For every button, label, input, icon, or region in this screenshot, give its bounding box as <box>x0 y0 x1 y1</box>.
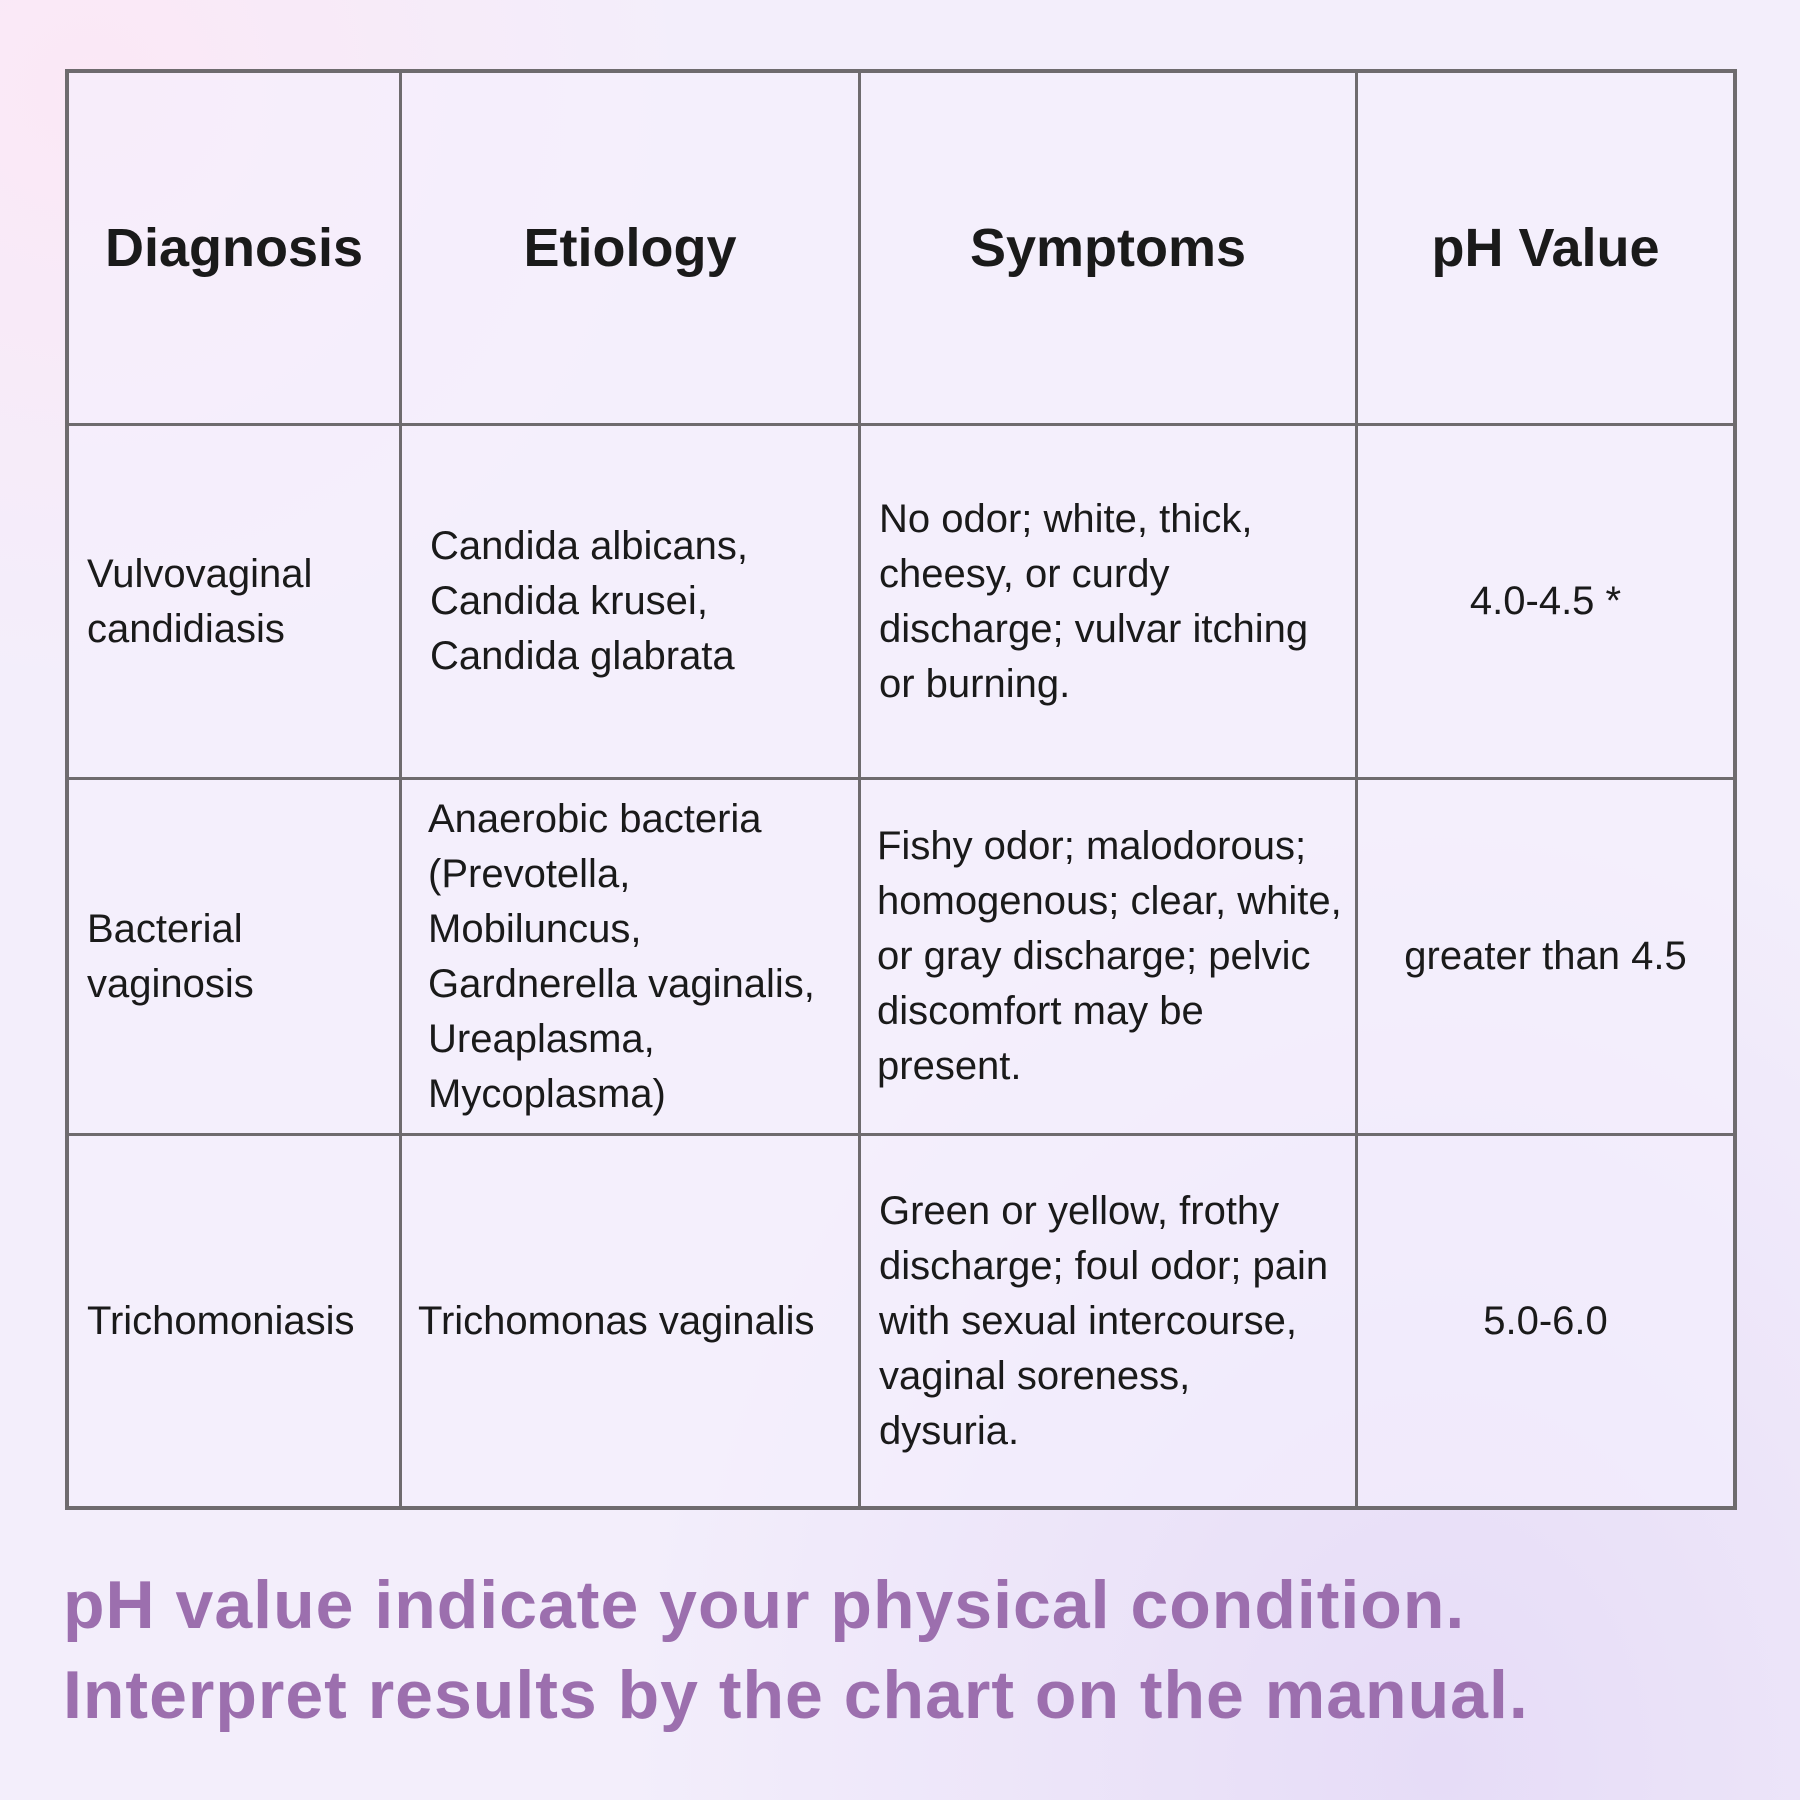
row3-ph: 5.0-6.0 <box>1483 1298 1608 1343</box>
row1-diagnosis: Vulvovaginal candidiasis <box>69 426 402 780</box>
row3-diagnosis: Trichomoniasis <box>69 1136 402 1506</box>
row2-ph: greater than 4.5 <box>1358 780 1733 1136</box>
row3-symptoms: Green or yellow, frothy discharge; foul … <box>861 1136 1358 1506</box>
row2-diagnosis: Bacterial vaginosis <box>69 780 402 1136</box>
row1-etiology: Candida albicans, Candida krusei, Candid… <box>402 426 861 780</box>
header-symptoms: Symptoms <box>861 73 1358 426</box>
footer-note: pH value indicate your physical conditio… <box>63 1560 1529 1740</box>
footer-line-1: pH value indicate your physical conditio… <box>63 1567 1466 1643</box>
footer-line-2: Interpret results by the chart on the ma… <box>63 1657 1529 1733</box>
header-ph-value: pH Value <box>1358 73 1733 426</box>
row1-symptoms: No odor; white, thick, cheesy, or curdy … <box>861 426 1358 780</box>
header-diagnosis: Diagnosis <box>69 73 402 426</box>
row1-ph: 4.0-4.5 * <box>1358 426 1733 780</box>
header-etiology: Etiology <box>402 73 861 426</box>
row3-etiology: Trichomonas vaginalis <box>402 1136 861 1506</box>
row2-etiology: Anaerobic bacteria (Prevotella, Mobilunc… <box>402 780 861 1136</box>
row2-symptoms: Fishy odor; malodorous; homogenous; clea… <box>861 780 1358 1136</box>
diagnosis-table: Diagnosis Etiology Symptoms pH Value Vul… <box>65 69 1737 1510</box>
